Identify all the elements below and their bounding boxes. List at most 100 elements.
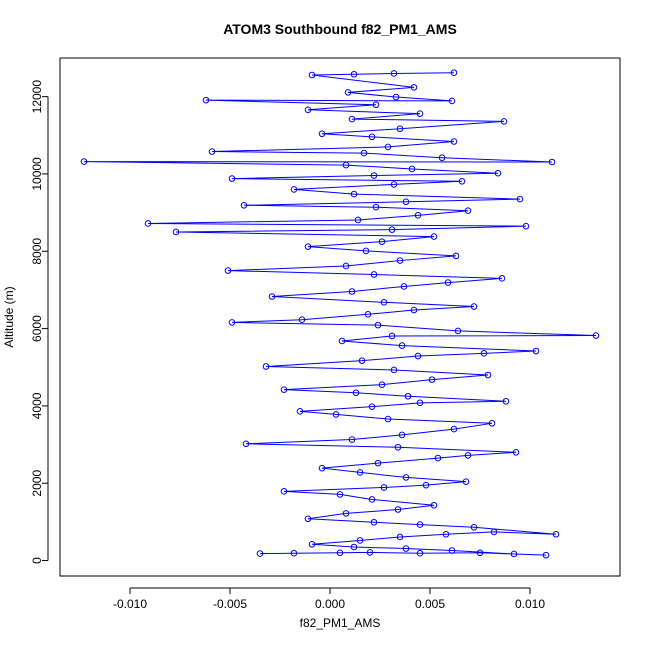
- data-point: [342, 161, 350, 169]
- data-point: [362, 247, 370, 255]
- data-point: [256, 550, 264, 557]
- data-point: [498, 275, 506, 282]
- data-point: [172, 228, 180, 236]
- data-point: [304, 106, 312, 114]
- data-point: [280, 386, 288, 393]
- data-point: [262, 363, 270, 370]
- data-point: [548, 158, 556, 166]
- data-point: [344, 89, 352, 96]
- data-point: [448, 97, 456, 105]
- data-point: [502, 397, 510, 405]
- data-point: [402, 474, 410, 481]
- data-point: [592, 332, 600, 339]
- data-point: [332, 411, 340, 418]
- data-point: [296, 408, 304, 415]
- data-point: [304, 515, 312, 523]
- data-point: [336, 491, 344, 498]
- data-point: [416, 110, 424, 117]
- data-point: [370, 518, 378, 526]
- data-point: [450, 425, 458, 433]
- data-point: [336, 549, 344, 557]
- data-point: [450, 138, 458, 145]
- data-point: [416, 399, 424, 407]
- data-point: [366, 549, 374, 556]
- x-tick-label: 0.010: [515, 597, 545, 611]
- data-point: [516, 195, 524, 203]
- data-point: [370, 271, 378, 278]
- data-point: [308, 541, 316, 548]
- data-point: [368, 403, 376, 410]
- y-tick-label: 12000: [30, 80, 44, 114]
- data-point: [380, 299, 388, 306]
- data-point: [464, 207, 472, 214]
- data-point: [416, 521, 424, 528]
- data-point: [458, 178, 466, 185]
- x-tick-label: 0.000: [315, 597, 345, 611]
- data-point: [280, 488, 288, 495]
- y-tick-label: 0: [30, 557, 44, 564]
- data-point: [348, 115, 356, 123]
- data-point: [80, 158, 88, 165]
- data-point: [368, 496, 376, 503]
- data-point: [414, 352, 422, 360]
- data-point: [464, 452, 472, 459]
- data-point: [490, 528, 498, 536]
- x-tick-label: -0.010: [113, 597, 147, 611]
- data-point: [392, 93, 400, 101]
- data-point: [394, 443, 402, 451]
- data-point: [430, 233, 438, 240]
- series-line: [83, 72, 597, 556]
- data-point: [318, 130, 326, 138]
- data-point: [378, 238, 386, 245]
- y-tick-label: 2000: [30, 470, 44, 497]
- data-point: [542, 551, 550, 559]
- data-point: [348, 436, 356, 443]
- data-point: [512, 449, 520, 456]
- data-point: [408, 165, 416, 173]
- data-point: [242, 440, 250, 448]
- data-point: [388, 226, 396, 233]
- data-point: [454, 327, 462, 335]
- data-point: [358, 357, 366, 364]
- data-point: [552, 530, 560, 538]
- data-point: [372, 203, 380, 211]
- y-axis: 0 2000 4000 6000 8000 10000 12000: [30, 80, 49, 564]
- data-point: [444, 279, 452, 286]
- data-point: [290, 186, 298, 193]
- data-point: [350, 543, 358, 551]
- data-point: [298, 316, 306, 324]
- series-lines: [83, 72, 597, 556]
- data-point: [488, 420, 496, 427]
- data-point: [470, 303, 478, 310]
- data-point: [438, 154, 446, 162]
- data-point: [434, 454, 442, 462]
- data-point: [522, 222, 530, 230]
- data-point: [390, 181, 398, 188]
- data-point: [318, 464, 326, 472]
- data-point: [510, 550, 518, 558]
- data-point: [480, 350, 488, 357]
- data-point: [378, 381, 386, 388]
- data-point: [430, 501, 438, 509]
- data-point: [476, 549, 484, 557]
- data-point: [228, 175, 236, 182]
- data-point: [348, 288, 356, 295]
- y-tick-label: 8000: [30, 238, 44, 265]
- data-point: [428, 376, 436, 383]
- chart-title: ATOM3 Southbound f82_PM1_AMS: [223, 21, 457, 37]
- y-tick-label: 4000: [30, 392, 44, 419]
- data-point: [462, 478, 470, 485]
- data-point: [500, 118, 508, 125]
- data-point: [368, 133, 376, 141]
- data-point: [356, 537, 364, 544]
- data-point: [290, 549, 298, 557]
- plot-frame: [59, 57, 621, 577]
- data-point: [224, 267, 232, 274]
- data-point: [442, 530, 450, 538]
- data-point: [416, 549, 424, 557]
- data-point: [410, 84, 418, 91]
- data-point: [354, 216, 362, 224]
- data-point: [338, 337, 346, 345]
